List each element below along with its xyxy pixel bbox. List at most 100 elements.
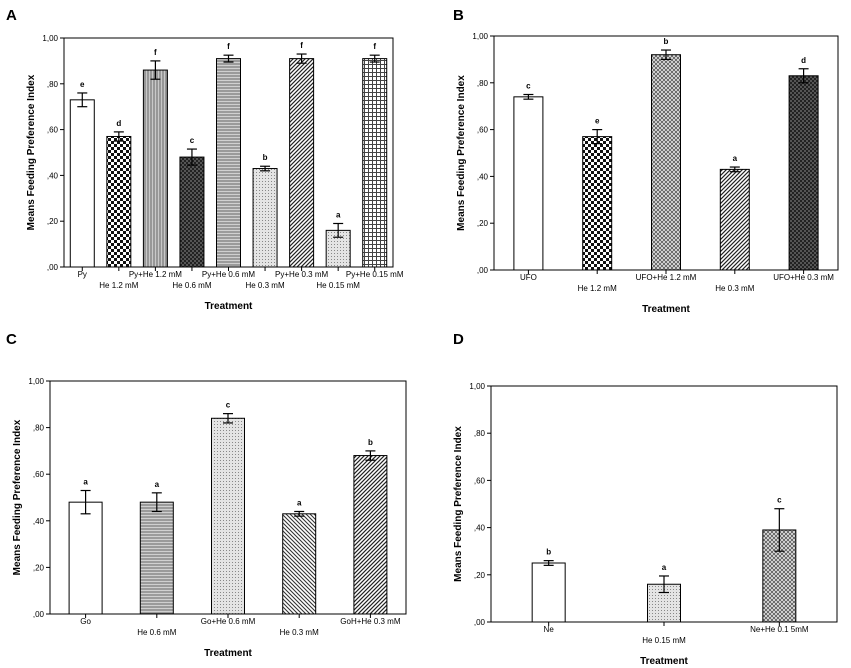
y-tick-label: ,60 — [474, 476, 486, 485]
significance-letter: b — [664, 37, 669, 46]
bar — [651, 54, 681, 271]
bar — [142, 69, 168, 268]
y-tick-label: ,00 — [477, 266, 489, 275]
significance-letter: e — [595, 117, 600, 126]
significance-letter: a — [297, 498, 302, 507]
significance-letter: d — [801, 56, 806, 65]
y-tick-label: 1,00 — [28, 377, 44, 386]
y-axis-label: Means Feeding Preference Index — [12, 419, 23, 575]
chart-panel-d: D ,00 ,20 ,40 ,60 ,80 1,00 Means Feeding Prefer… — [453, 331, 838, 667]
x-tick-label: He 0.3 mM — [280, 628, 319, 637]
x-tick-label: He 1.2 mM — [99, 281, 138, 290]
x-tick-label: Ne+He 0.1 5mM — [750, 625, 809, 634]
x-tick-label: He 1.2 mM — [578, 284, 617, 293]
bar — [282, 513, 317, 615]
x-tick-label: Go — [80, 617, 91, 626]
y-tick-label: ,20 — [33, 563, 45, 572]
y-tick-label: 1,00 — [469, 382, 485, 391]
y-tick-label: ,80 — [33, 424, 45, 433]
y-axis-label: Means Feeding Preference Index — [456, 75, 467, 231]
x-tick-label: Go+He 0.6 mM — [201, 617, 256, 626]
x-tick-label: Py+He 0.15 mM — [346, 270, 404, 279]
bar — [252, 168, 278, 268]
bar — [289, 58, 315, 268]
bar — [353, 455, 388, 615]
bar — [139, 501, 174, 615]
x-tick-label: UFO+He 0.3 mM — [773, 273, 834, 282]
significance-letter: e — [80, 80, 85, 89]
significance-letter: b — [263, 153, 268, 162]
significance-letter: a — [83, 478, 88, 487]
x-tick-label: UFO+He 1.2 mM — [636, 273, 697, 282]
significance-letter: f — [154, 48, 157, 57]
x-tick-label: He 0.3 mM — [715, 284, 754, 293]
y-tick-label: ,60 — [477, 126, 489, 135]
significance-letter: c — [226, 401, 231, 410]
significance-letter: a — [336, 210, 341, 219]
bar — [582, 136, 613, 271]
significance-letter: c — [190, 136, 195, 145]
panel-label: B — [453, 7, 464, 24]
x-tick-label: He 0.6 mM — [172, 281, 211, 290]
x-tick-label: He 0.6 mM — [137, 628, 176, 637]
y-tick-label: ,80 — [47, 80, 59, 89]
x-tick-label: He 0.15 mM — [642, 636, 686, 645]
bar — [69, 99, 95, 268]
x-tick-label: He 0.3 mM — [245, 281, 284, 290]
y-axis-label: Means Feeding Preference Index — [26, 74, 37, 230]
panel-label: A — [6, 7, 17, 24]
y-tick-label: ,40 — [33, 517, 45, 526]
chart-panel-c: C ,00 ,20 ,40 ,60 ,80 1,00 Means Feeding Prefer… — [6, 331, 407, 659]
x-tick-label: Py+He 0.6 mM — [202, 270, 255, 279]
significance-letter: c — [777, 496, 782, 505]
significance-letter: a — [662, 563, 667, 572]
bar — [531, 562, 566, 623]
y-tick-label: ,80 — [474, 429, 486, 438]
x-axis-label: Treatment — [642, 304, 690, 315]
y-tick-label: ,40 — [47, 171, 59, 180]
significance-letter: a — [155, 480, 160, 489]
x-axis-label: Treatment — [204, 648, 252, 659]
y-tick-label: ,80 — [477, 79, 489, 88]
bar — [719, 168, 750, 271]
panel-label: C — [6, 331, 17, 348]
significance-letter: c — [526, 82, 531, 91]
y-tick-label: ,00 — [47, 263, 59, 272]
bar — [68, 501, 103, 615]
y-tick-label: ,60 — [33, 470, 45, 479]
x-tick-label: Ne — [544, 625, 555, 634]
bar — [362, 58, 388, 268]
significance-letter: f — [373, 42, 376, 51]
x-tick-label: He 0.15 mM — [316, 281, 360, 290]
x-tick-label: GoH+He 0.3 mM — [340, 617, 401, 626]
x-tick-label: Py+He 1.2 mM — [129, 270, 182, 279]
y-tick-label: ,20 — [47, 217, 59, 226]
significance-letter: a — [733, 154, 738, 163]
x-axis-label: Treatment — [640, 656, 688, 667]
x-axis-label: Treatment — [205, 301, 253, 312]
chart-panel-a: A ,00 ,20 ,40 ,60 ,80 1,00 Means Feeding Prefer… — [6, 7, 404, 312]
y-tick-label: ,40 — [474, 524, 486, 533]
significance-letter: b — [546, 548, 551, 557]
y-tick-label: ,20 — [474, 571, 486, 580]
bar — [179, 156, 205, 268]
significance-letter: f — [227, 42, 230, 51]
y-tick-label: ,00 — [33, 610, 45, 619]
y-tick-label: 1,00 — [42, 34, 58, 43]
bar — [788, 75, 819, 271]
bar — [513, 96, 544, 271]
y-tick-label: 1,00 — [472, 32, 488, 41]
significance-letter: d — [116, 119, 121, 128]
y-tick-label: ,00 — [474, 618, 486, 627]
panel-label: D — [453, 331, 464, 348]
bar — [106, 135, 132, 268]
y-tick-label: ,60 — [47, 126, 59, 135]
y-tick-label: ,40 — [477, 172, 489, 181]
x-tick-label: Py — [78, 270, 87, 279]
significance-letter: b — [368, 438, 373, 447]
chart-panel-b: B ,00 ,20 ,40 ,60 ,80 1,00 Means Feeding Prefer… — [453, 7, 839, 315]
bar — [211, 417, 245, 615]
significance-letter: f — [300, 41, 303, 50]
bar — [216, 58, 241, 268]
